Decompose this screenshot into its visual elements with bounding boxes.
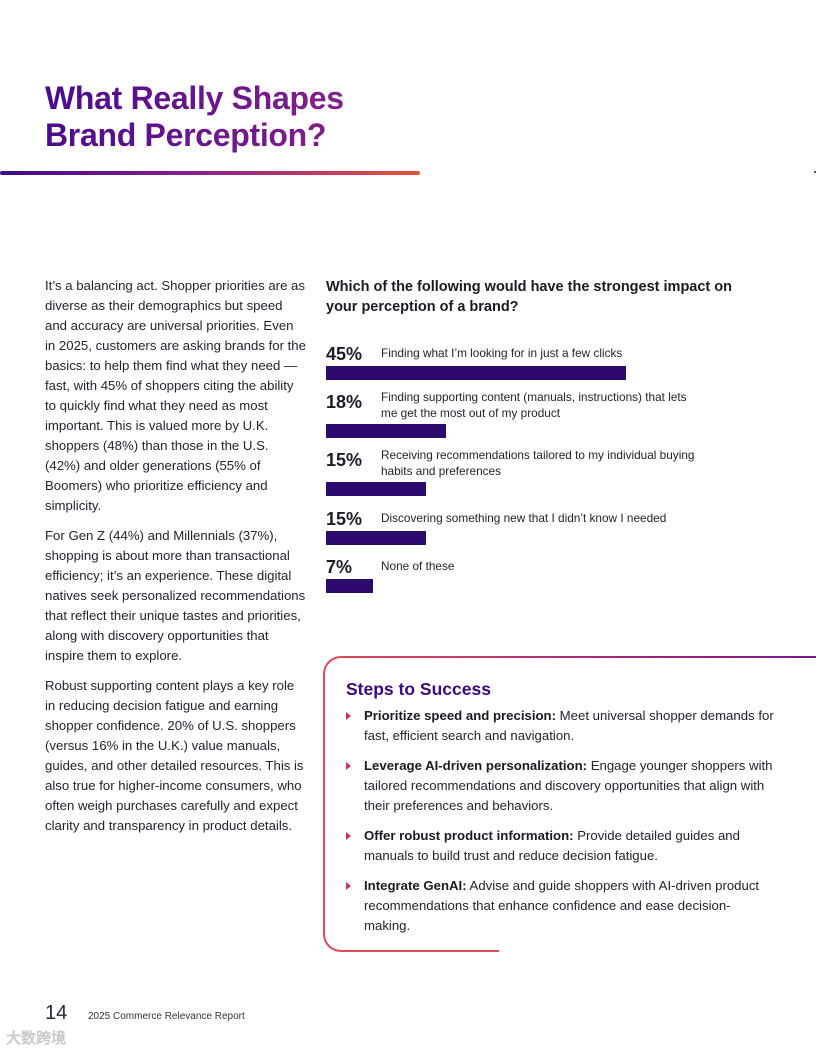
bar bbox=[326, 366, 626, 380]
bar-value-label: 15% bbox=[326, 509, 363, 529]
step-item-4: Integrate GenAI: Advise and guide shoppe… bbox=[346, 876, 776, 936]
steps-box-bottom-corner bbox=[323, 932, 343, 952]
body-paragraph-3: Robust supporting content plays a key ro… bbox=[45, 678, 304, 833]
step-3-heading: Offer robust product information: bbox=[364, 828, 574, 843]
page-number: 14 bbox=[45, 1002, 68, 1024]
bar-row: 18% Finding supporting content (manuals, … bbox=[326, 390, 706, 440]
report-name: 2025 Commerce Relevance Report bbox=[88, 1011, 245, 1022]
step-2-text: Engage younger shoppers with tailored re… bbox=[364, 758, 773, 813]
title-divider bbox=[0, 171, 420, 175]
body-text-column: It’s a balancing act. Shopper priorities… bbox=[45, 276, 307, 846]
step-3-text: Provide detailed guides and manuals to b… bbox=[364, 828, 740, 863]
bar-value-label: 18% bbox=[326, 392, 363, 412]
bar-category-label: None of these bbox=[381, 559, 455, 573]
bar-row: 45% Finding what I’m looking for in just … bbox=[326, 343, 706, 382]
chart-title: Which of the following would have the st… bbox=[326, 279, 732, 315]
bar-category-label: Receiving recommendations tailored to my… bbox=[381, 448, 695, 478]
bar-value-label: 45% bbox=[326, 344, 363, 364]
bar bbox=[326, 482, 426, 496]
steps-box-top-corner bbox=[323, 656, 343, 676]
bar bbox=[326, 424, 446, 438]
chevron-right-icon bbox=[346, 762, 351, 770]
body-paragraph-2: For Gen Z (44%) and Millennials (37%), s… bbox=[45, 528, 306, 663]
step-item-2: Leverage AI-driven personalization: Enga… bbox=[346, 756, 776, 816]
step-1-text: Meet universal shopper demands for fast,… bbox=[364, 708, 774, 743]
steps-box-left-border bbox=[323, 674, 325, 932]
step-2-heading: Leverage AI-driven personalization: bbox=[364, 758, 588, 773]
step-4-text: Advise and guide shoppers with AI-driven… bbox=[364, 878, 760, 933]
chevron-right-icon bbox=[346, 712, 351, 720]
chevron-right-icon bbox=[346, 882, 351, 890]
bar bbox=[326, 531, 426, 545]
bar-row: 15% Receiving recommendations tailored to… bbox=[326, 448, 706, 498]
steps-box-bottom-border bbox=[341, 950, 499, 952]
chevron-right-icon bbox=[346, 832, 351, 840]
edge-mark bbox=[814, 171, 816, 173]
title-line-1: What Really Shapes bbox=[45, 80, 344, 116]
bar bbox=[326, 579, 373, 593]
bar-row: 15% Discovering something new that I didn… bbox=[326, 508, 706, 547]
steps-box-top-border bbox=[340, 656, 816, 658]
bar-category-label: Discovering something new that I didn’t … bbox=[381, 511, 667, 525]
bar-category-label: Finding what I’m looking for in just a f… bbox=[381, 346, 623, 360]
bar-value-label: 15% bbox=[326, 450, 363, 470]
bar-category-label: Finding supporting content (manuals, ins… bbox=[381, 390, 687, 420]
step-item-1: Prioritize speed and precision: Meet uni… bbox=[346, 706, 776, 746]
bar-row: 7% None of these bbox=[326, 556, 706, 595]
step-1-heading: Prioritize speed and precision: bbox=[364, 708, 556, 723]
page-title: What Really Shapes Brand Perception? bbox=[45, 80, 465, 154]
step-4-heading: Integrate GenAI: bbox=[364, 878, 467, 893]
watermark: 大数跨境 bbox=[6, 1030, 67, 1047]
step-item-3: Offer robust product information: Provid… bbox=[346, 826, 776, 866]
body-paragraph-1: It’s a balancing act. Shopper priorities… bbox=[45, 278, 306, 513]
bar-value-label: 7% bbox=[326, 557, 353, 577]
steps-title: Steps to Success bbox=[346, 679, 491, 699]
title-line-2: Brand Perception? bbox=[45, 117, 327, 153]
